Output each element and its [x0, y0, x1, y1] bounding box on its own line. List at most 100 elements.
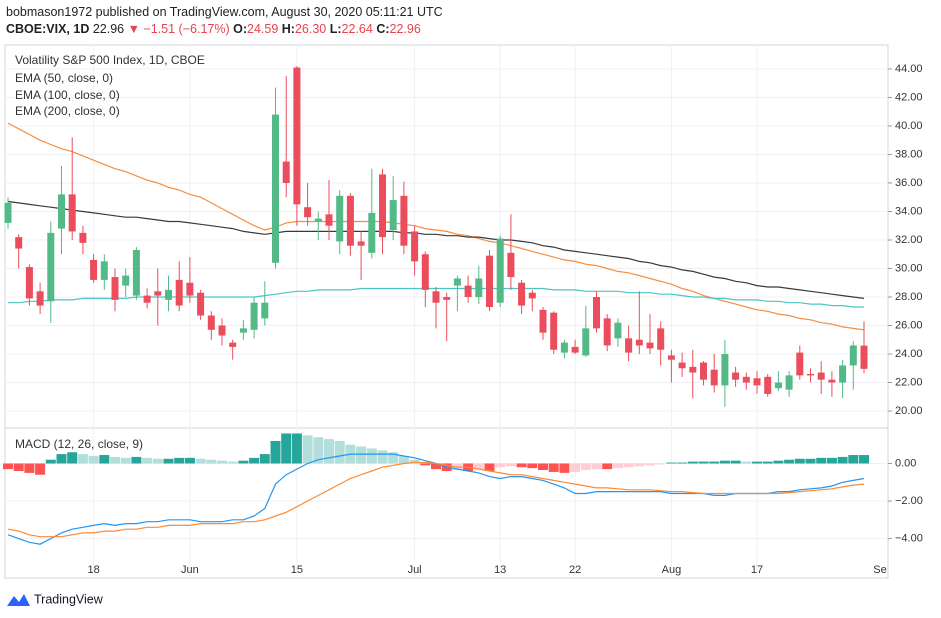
histogram-bar — [752, 461, 762, 464]
candle-body — [742, 376, 750, 383]
histogram-bar — [334, 440, 345, 464]
histogram-bar — [848, 455, 859, 464]
y-tick-label: 26.00 — [895, 319, 923, 331]
y-tick-label: 28.00 — [895, 291, 923, 303]
change: ▼ −1.51 (−6.17%) — [127, 22, 230, 36]
histogram-bar — [13, 463, 24, 471]
histogram-bar — [249, 457, 260, 464]
candle-body — [304, 207, 312, 218]
candle-body — [828, 379, 836, 383]
histogram-bar — [612, 463, 623, 469]
histogram-bar — [270, 440, 281, 464]
x-tick-label: Jul — [408, 564, 422, 576]
histogram-bar — [206, 459, 217, 464]
histogram-bar — [505, 463, 516, 467]
histogram-bar — [324, 439, 334, 464]
indicator-line — [7, 200, 865, 299]
histogram-bar — [666, 462, 677, 464]
candle-body — [443, 297, 451, 300]
y-tick-label: 40.00 — [895, 120, 923, 132]
y-tick-label: 38.00 — [895, 148, 923, 160]
histogram-bar — [366, 448, 377, 464]
indicator-line — [7, 122, 865, 331]
y-tick-label: 0.00 — [895, 457, 916, 469]
histogram-bar — [227, 461, 238, 464]
y-tick-label: −4.00 — [895, 532, 923, 544]
y-tick-label: −2.00 — [895, 495, 923, 507]
candle-body — [657, 328, 665, 350]
histogram-bar — [152, 458, 163, 464]
histogram-bar — [784, 459, 795, 464]
histogram-bar — [559, 463, 570, 473]
histogram-bar — [3, 463, 13, 470]
candle-body — [646, 342, 654, 349]
c: 22.96 — [389, 22, 421, 36]
histogram-bar — [623, 463, 634, 468]
candle-body — [261, 302, 269, 319]
x-tick-label: 22 — [569, 564, 581, 576]
candle-body — [165, 289, 172, 300]
candle-body — [764, 376, 772, 394]
macd-title: MACD (12, 26, close, 9) — [15, 437, 143, 451]
last: 22.96 — [92, 22, 125, 36]
quote-line: CBOE:VIX, 1D 22.96 ▼ −1.51 (−6.17%) O:24… — [6, 21, 443, 38]
c-label: C: — [376, 22, 390, 36]
candle-body — [732, 372, 740, 380]
candle-body — [207, 315, 215, 330]
histogram-bar — [805, 458, 816, 464]
candle-body — [432, 291, 440, 303]
o: 24.59 — [247, 22, 279, 36]
candle-body — [90, 259, 98, 280]
candle-body — [496, 238, 504, 303]
histogram-bar — [302, 435, 313, 464]
candle-body — [122, 275, 130, 286]
x-tick-label: Se — [873, 564, 886, 576]
brand: TradingView — [34, 592, 104, 606]
histogram-bar — [677, 462, 688, 464]
histogram-bar — [591, 463, 602, 470]
x-tick-label: 15 — [291, 564, 303, 576]
candle-body — [143, 295, 151, 303]
legend-entry: EMA (200, close, 0) — [15, 104, 120, 118]
h: 26.30 — [294, 22, 327, 36]
candle-body — [282, 161, 290, 183]
histogram-bar — [291, 433, 302, 464]
x-tick-label: 13 — [494, 564, 506, 576]
candle-body — [807, 373, 814, 376]
histogram-bar — [120, 457, 131, 464]
candle-body — [325, 214, 333, 226]
histogram-bar — [398, 455, 409, 464]
candle-body — [475, 278, 483, 298]
candle-body — [667, 355, 675, 360]
histogram-bar — [816, 457, 827, 464]
histogram-bar — [131, 456, 142, 464]
candle-body — [849, 345, 857, 366]
histogram-bar — [56, 454, 67, 464]
histogram-bar — [420, 463, 431, 466]
candle-body — [839, 365, 847, 383]
candle-body — [528, 292, 536, 299]
candle-body — [421, 254, 429, 290]
histogram-bar — [516, 463, 527, 468]
l: 22.64 — [341, 22, 373, 36]
histogram-bar — [570, 463, 581, 472]
candle-body — [817, 372, 825, 380]
y-tick-label: 34.00 — [895, 205, 923, 217]
legend-entry: EMA (50, close, 0) — [15, 71, 113, 85]
x-tick-label: 17 — [751, 564, 763, 576]
published: bobmason1972 published on TradingView.co… — [6, 5, 443, 19]
candle-body — [550, 312, 558, 350]
x-tick-label: 18 — [87, 564, 99, 576]
histogram-bar — [142, 457, 153, 464]
histogram-bar — [602, 463, 613, 470]
frame — [4, 44, 889, 579]
candle-body — [560, 342, 568, 353]
candle-body — [186, 282, 194, 296]
candle-body — [389, 200, 397, 231]
histogram-bar — [356, 446, 367, 464]
legend-entry: EMA (100, close, 0) — [15, 88, 120, 102]
candle-body — [239, 328, 247, 333]
candle-body — [293, 67, 301, 205]
histogram-bar — [259, 454, 270, 464]
histogram-bar — [99, 455, 110, 464]
